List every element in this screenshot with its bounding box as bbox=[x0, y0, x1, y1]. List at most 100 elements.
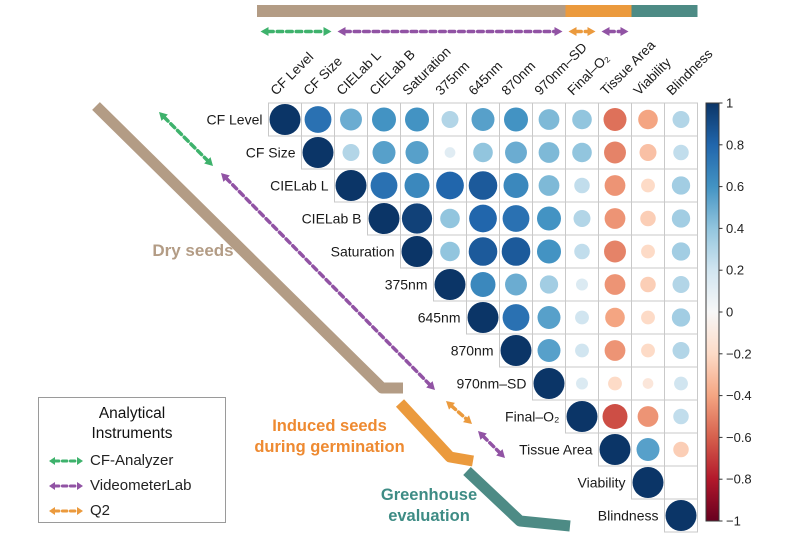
colorbar-tick-label: 0.2 bbox=[726, 263, 744, 278]
corr-circle bbox=[604, 340, 626, 361]
row-label-11: Tissue Area bbox=[519, 442, 593, 458]
matrix-cell bbox=[664, 465, 698, 500]
corr-circle bbox=[467, 302, 499, 333]
corr-circle bbox=[304, 106, 332, 133]
greenhouse-line2: evaluation bbox=[388, 507, 470, 525]
colorbar-tick-label: 0.6 bbox=[726, 179, 744, 194]
corr-circle bbox=[604, 141, 626, 164]
induced-seeds-label: Induced seeds during germination bbox=[222, 416, 437, 458]
corr-circle bbox=[444, 147, 456, 158]
corr-circle bbox=[436, 171, 464, 200]
corr-circle bbox=[335, 170, 367, 201]
instrument-arrow bbox=[568, 27, 596, 36]
corr-circle bbox=[673, 408, 689, 425]
legend-item-label: VideometerLab bbox=[90, 477, 192, 494]
corr-circle bbox=[440, 208, 460, 229]
stage-bars bbox=[257, 5, 698, 17]
analytical-instruments-legend: Analytical Instruments CF-Analyzer Video… bbox=[38, 397, 226, 523]
corr-circle bbox=[468, 171, 498, 200]
corr-circle bbox=[501, 237, 531, 266]
col-label-8: 870nm bbox=[499, 58, 539, 98]
row-label-12: Viability bbox=[578, 475, 626, 491]
corr-circle bbox=[469, 204, 497, 233]
row-labels: CF Level CF Size CIELab L CIELab B Saturatio… bbox=[206, 112, 658, 524]
dry-seeds-label: Dry seeds bbox=[152, 241, 234, 260]
corr-circle bbox=[671, 242, 691, 261]
legend-title-line1: Analytical bbox=[98, 405, 166, 422]
legend-item-videometerlab: VideometerLab bbox=[47, 473, 225, 498]
corr-circle bbox=[473, 142, 493, 163]
greenhouse-line1: Greenhouse bbox=[380, 486, 478, 504]
corr-circle bbox=[505, 141, 527, 164]
stage-band-1 bbox=[92, 102, 403, 394]
col-label-7: 645nm bbox=[466, 58, 506, 98]
corr-circle bbox=[604, 240, 626, 263]
stage-bands-diagonal bbox=[92, 102, 571, 532]
legend-item-q2: Q2 bbox=[47, 498, 225, 523]
corr-circle bbox=[566, 401, 598, 432]
corr-circle bbox=[536, 239, 562, 264]
corr-circle bbox=[673, 441, 689, 458]
corr-circle bbox=[636, 438, 660, 461]
legend-title-line2: Instruments bbox=[91, 425, 173, 442]
instrument-arrow bbox=[446, 401, 472, 424]
colorbar-tick-label: 1 bbox=[726, 96, 733, 111]
legend-item-cf-analyzer: CF-Analyzer bbox=[47, 448, 225, 473]
corr-circle bbox=[269, 104, 301, 135]
corr-circle bbox=[671, 209, 691, 228]
corr-circle bbox=[372, 141, 396, 164]
induced-seeds-line1: Induced seeds bbox=[272, 417, 387, 435]
corr-circle bbox=[405, 141, 429, 164]
corr-circle bbox=[538, 142, 560, 163]
corr-circle bbox=[574, 177, 590, 194]
corr-circle bbox=[605, 307, 625, 328]
corr-circle bbox=[641, 244, 655, 259]
row-label-10: Final–O₂ bbox=[505, 409, 559, 425]
corr-circle bbox=[572, 142, 592, 163]
col-label-13: Blindness bbox=[664, 46, 716, 98]
corr-circle bbox=[665, 500, 697, 531]
correlation-circles bbox=[269, 104, 697, 531]
instrument-arrow bbox=[159, 112, 213, 166]
stage-band-3 bbox=[463, 466, 571, 532]
corr-circle bbox=[637, 406, 659, 427]
greenhouse-evaluation-label: Greenhouse evaluation bbox=[358, 485, 500, 527]
stage-bar-3 bbox=[631, 5, 698, 17]
matrix-cell bbox=[631, 234, 665, 269]
corr-circle bbox=[500, 335, 532, 366]
colorbar-tick-label: −0.2 bbox=[726, 346, 752, 361]
colorbar-tick-label: −0.8 bbox=[726, 472, 752, 487]
corr-circle bbox=[573, 210, 591, 227]
stage-bar-2 bbox=[565, 5, 632, 17]
double-arrow-icon bbox=[49, 506, 83, 515]
corr-circle bbox=[575, 343, 589, 358]
legend-item-label: CF-Analyzer bbox=[90, 452, 174, 469]
corr-circle bbox=[434, 269, 466, 300]
double-arrow-icon bbox=[49, 456, 83, 465]
corr-circle bbox=[342, 144, 360, 161]
corr-circle bbox=[340, 108, 362, 131]
corr-circle bbox=[574, 243, 590, 260]
legend-items: CF-Analyzer VideometerLab Q2 bbox=[39, 448, 225, 523]
instrument-arrow bbox=[478, 431, 505, 458]
row-label-5: Saturation bbox=[331, 244, 395, 260]
corr-circle bbox=[401, 236, 433, 267]
stage-band-2 bbox=[395, 399, 474, 467]
corr-circle bbox=[671, 176, 691, 195]
corr-circle bbox=[575, 377, 589, 390]
row-label-13: Blindness bbox=[598, 508, 659, 524]
corr-circle bbox=[671, 308, 691, 327]
corr-circle bbox=[602, 404, 628, 429]
corr-circle bbox=[632, 467, 664, 498]
corr-circle bbox=[604, 274, 626, 295]
corr-circle bbox=[502, 205, 530, 232]
corr-circle bbox=[537, 306, 561, 329]
corr-circle bbox=[536, 206, 562, 231]
corr-circle bbox=[471, 108, 495, 131]
row-label-6: 375nm bbox=[385, 277, 428, 293]
corr-circle bbox=[503, 173, 529, 198]
corr-circle bbox=[575, 278, 589, 291]
